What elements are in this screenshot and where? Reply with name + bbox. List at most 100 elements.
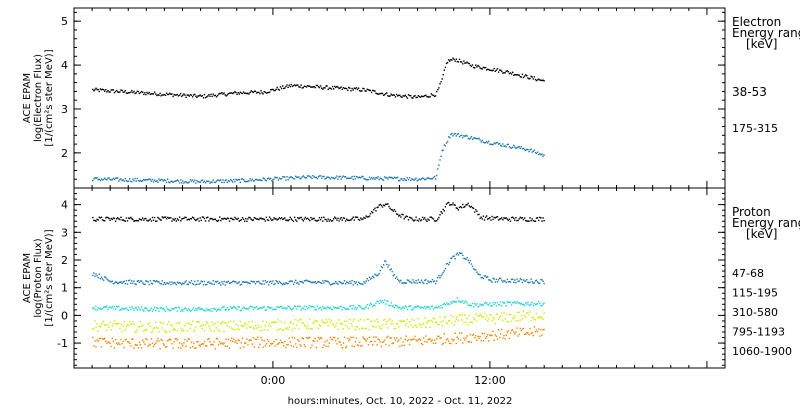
data-point — [227, 321, 230, 323]
data-point — [240, 309, 243, 311]
data-point — [336, 322, 338, 324]
data-point — [526, 220, 528, 222]
data-point — [400, 279, 402, 282]
data-point — [494, 217, 496, 219]
data-point — [122, 308, 124, 310]
data-point — [470, 65, 473, 68]
data-point — [247, 218, 249, 220]
y-tick-label: 3 — [61, 226, 68, 239]
data-point — [481, 218, 483, 220]
data-point — [442, 208, 444, 211]
data-point — [370, 340, 373, 342]
data-point — [223, 342, 225, 344]
data-point — [318, 175, 321, 177]
data-point — [352, 320, 354, 322]
data-point — [336, 343, 338, 345]
data-point — [310, 306, 312, 308]
data-point — [264, 325, 266, 327]
data-point — [295, 343, 297, 345]
data-point — [122, 325, 124, 327]
data-point — [135, 344, 137, 346]
data-point — [431, 305, 434, 307]
data-point — [258, 280, 260, 283]
data-point — [459, 301, 462, 303]
data-point — [491, 305, 493, 307]
data-point — [319, 306, 322, 309]
data-point — [526, 312, 528, 314]
data-point — [305, 218, 308, 220]
data-point — [178, 321, 181, 324]
data-point — [208, 94, 210, 96]
data-point — [123, 91, 125, 93]
data-point — [311, 86, 313, 88]
data-point — [543, 312, 545, 314]
data-point — [96, 339, 98, 341]
data-point — [430, 340, 432, 342]
data-point — [106, 305, 108, 307]
data-point — [355, 308, 358, 310]
data-point — [398, 307, 400, 309]
data-point — [375, 336, 377, 338]
data-point — [504, 318, 506, 320]
data-point — [427, 306, 429, 309]
data-point — [538, 153, 540, 156]
data-point — [213, 341, 215, 343]
data-point — [432, 94, 435, 97]
data-point — [171, 220, 173, 222]
data-point — [164, 331, 167, 333]
data-point — [174, 338, 176, 340]
data-point — [254, 324, 257, 327]
data-point — [543, 328, 545, 331]
data-point — [253, 180, 256, 182]
data-point — [278, 342, 281, 344]
data-point — [530, 220, 532, 222]
data-point — [270, 218, 272, 220]
data-point — [254, 217, 257, 220]
data-point — [502, 72, 504, 74]
data-point — [193, 306, 195, 309]
data-point — [190, 324, 193, 326]
data-point — [412, 97, 414, 99]
data-point — [316, 220, 319, 222]
data-point — [185, 96, 187, 98]
data-point — [175, 322, 177, 324]
data-point — [237, 217, 239, 220]
data-point — [98, 90, 100, 93]
data-point — [338, 176, 340, 178]
data-point — [395, 276, 398, 278]
data-point — [327, 176, 329, 178]
data-point — [365, 215, 367, 217]
data-point — [428, 177, 430, 179]
data-point — [97, 219, 99, 221]
data-point — [187, 283, 189, 286]
data-point — [349, 305, 351, 308]
legend-entry-115-195: 115-195 — [732, 287, 778, 300]
data-point — [227, 180, 230, 182]
data-point — [242, 218, 245, 220]
data-point — [146, 91, 148, 94]
data-point — [483, 67, 486, 69]
data-point — [249, 217, 251, 219]
data-point — [541, 316, 543, 319]
data-point — [271, 343, 273, 345]
data-point — [467, 324, 469, 326]
data-point — [198, 95, 200, 97]
data-point — [247, 180, 249, 183]
data-point — [410, 179, 412, 182]
data-point — [494, 302, 496, 304]
data-point — [533, 302, 536, 305]
data-point — [116, 322, 118, 325]
data-point — [209, 218, 211, 220]
data-point — [100, 276, 103, 278]
data-point — [354, 306, 357, 309]
data-point — [523, 280, 526, 282]
data-point — [272, 219, 274, 221]
data-point — [188, 219, 190, 221]
data-point — [304, 279, 307, 282]
data-point — [175, 94, 177, 96]
data-point — [482, 304, 485, 306]
data-point — [454, 132, 456, 135]
data-point — [429, 308, 431, 310]
data-point — [452, 57, 454, 59]
data-point — [401, 282, 403, 284]
